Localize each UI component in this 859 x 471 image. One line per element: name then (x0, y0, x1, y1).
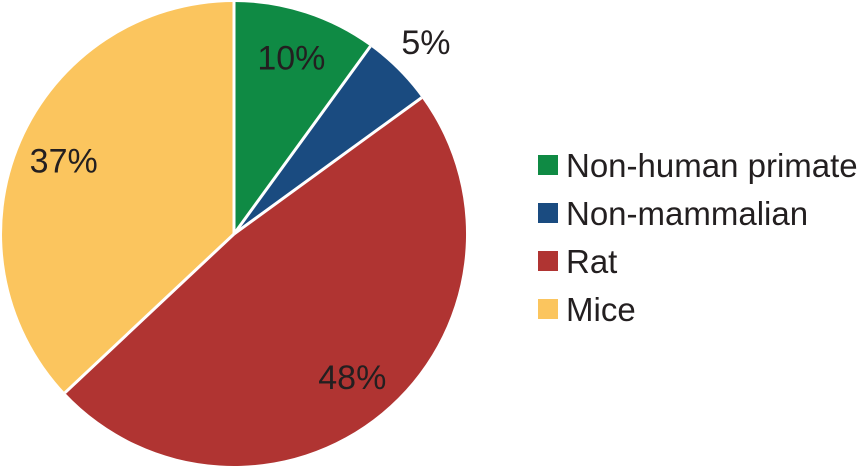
pie-slice-1 (234, 46, 422, 234)
legend-label-non-mammalian: Non-mammalian (566, 194, 809, 232)
pie-slice-2 (64, 97, 467, 466)
legend-swatch-non-human-primate (538, 155, 558, 175)
pie-slices (2, 1, 467, 466)
legend-item-rat: Rat (538, 237, 858, 285)
legend: Non-human primate Non-mammalian Rat Mice (538, 141, 858, 333)
legend-label-non-human-primate: Non-human primate (566, 146, 858, 184)
slice-separator (63, 232, 236, 394)
slice-separators (63, 2, 423, 394)
slice-labels: 10% 5% 48% 37% (30, 24, 451, 397)
pie-slice-3 (2, 2, 235, 393)
legend-item-non-mammalian: Non-mammalian (538, 189, 858, 237)
slice-label-non-human-primate: 10% (257, 40, 325, 78)
legend-swatch-non-mammalian (538, 203, 558, 223)
slice-separator (233, 96, 423, 236)
legend-item-mice: Mice (538, 285, 858, 333)
legend-swatch-mice (538, 299, 558, 319)
legend-label-rat: Rat (566, 242, 618, 280)
slice-label-non-mammalian: 5% (401, 24, 450, 62)
slice-separator (232, 45, 372, 235)
pie-slice-0 (234, 1, 371, 234)
legend-label-mice: Mice (566, 290, 636, 328)
slice-label-rat: 48% (318, 359, 386, 397)
legend-swatch-rat (538, 251, 558, 271)
legend-item-non-human-primate: Non-human primate (538, 141, 858, 189)
slice-label-mice: 37% (30, 142, 98, 180)
